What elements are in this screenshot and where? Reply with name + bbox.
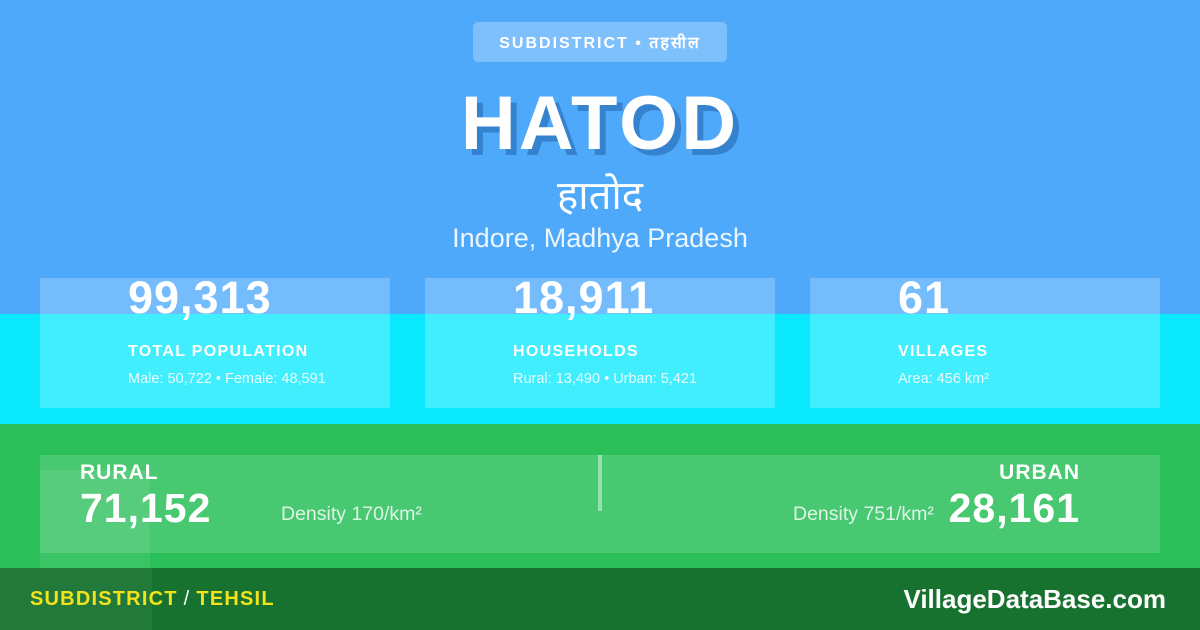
urban-density-text: Density 751/km² xyxy=(793,503,934,525)
site-name: VillageDataBase.com xyxy=(903,583,1166,614)
stat-value: 61 xyxy=(898,272,951,323)
footer-entity-type: SUBDISTRICT / TEHSIL xyxy=(30,588,275,611)
decorative-overlay xyxy=(40,470,150,568)
title-native-hindi: हातोद xyxy=(557,174,643,218)
stat-card-villages: 61 VILLAGES Area: 456 km² xyxy=(810,272,1160,408)
stat-detail: Rural: 13,490 • Urban: 5,421 xyxy=(513,371,698,387)
rural-urban-divider xyxy=(598,455,602,511)
rural-block: RURAL 71,152 xyxy=(80,461,212,531)
footer-type-primary: SUBDISTRICT xyxy=(30,587,178,610)
badge-row: SUBDISTRICT • तहसील xyxy=(0,22,1200,62)
location-subtitle: Indore, Madhya Pradesh xyxy=(452,223,748,253)
stat-value: 18,911 xyxy=(513,272,655,323)
rural-urban-panel xyxy=(40,455,1160,553)
footer: SUBDISTRICT / TEHSIL VillageDataBase.com xyxy=(0,568,1200,630)
urban-block: URBAN 28,161 xyxy=(948,461,1080,531)
entity-type-badge: SUBDISTRICT • तहसील xyxy=(473,22,727,62)
rural-label: RURAL xyxy=(80,461,159,484)
urban-population-value: 28,161 xyxy=(948,485,1080,531)
rural-urban-band: RURAL 71,152 URBAN 28,161 xyxy=(0,424,1200,568)
stat-label: HOUSEHOLDS xyxy=(513,343,639,360)
rural-population-value: 71,152 xyxy=(80,485,212,531)
page-title: HATOD xyxy=(460,81,740,166)
footer-type-separator: / xyxy=(183,587,191,610)
stat-card-households: 18,911 HOUSEHOLDS Rural: 13,490 • Urban:… xyxy=(425,272,775,408)
stats-row: 99,313 TOTAL POPULATION Male: 50,722 • F… xyxy=(40,272,1160,408)
rural-density-text: Density 170/km² xyxy=(281,503,422,525)
footer-type-secondary: TEHSIL xyxy=(196,587,275,610)
stat-detail: Area: 456 km² xyxy=(898,371,990,387)
stat-value: 99,313 xyxy=(128,272,272,323)
stat-detail: Male: 50,722 • Female: 48,591 xyxy=(128,371,326,387)
decorative-footer-overlay xyxy=(0,568,152,630)
stat-card-total-population: 99,313 TOTAL POPULATION Male: 50,722 • F… xyxy=(40,272,390,408)
stat-label: TOTAL POPULATION xyxy=(128,343,309,360)
hero-section: SUBDISTRICT • तहसील HATOD हातोद Indore, … xyxy=(0,0,1200,254)
stat-label: VILLAGES xyxy=(898,343,989,360)
urban-label: URBAN xyxy=(999,461,1080,484)
stats-band-background xyxy=(0,314,1200,424)
